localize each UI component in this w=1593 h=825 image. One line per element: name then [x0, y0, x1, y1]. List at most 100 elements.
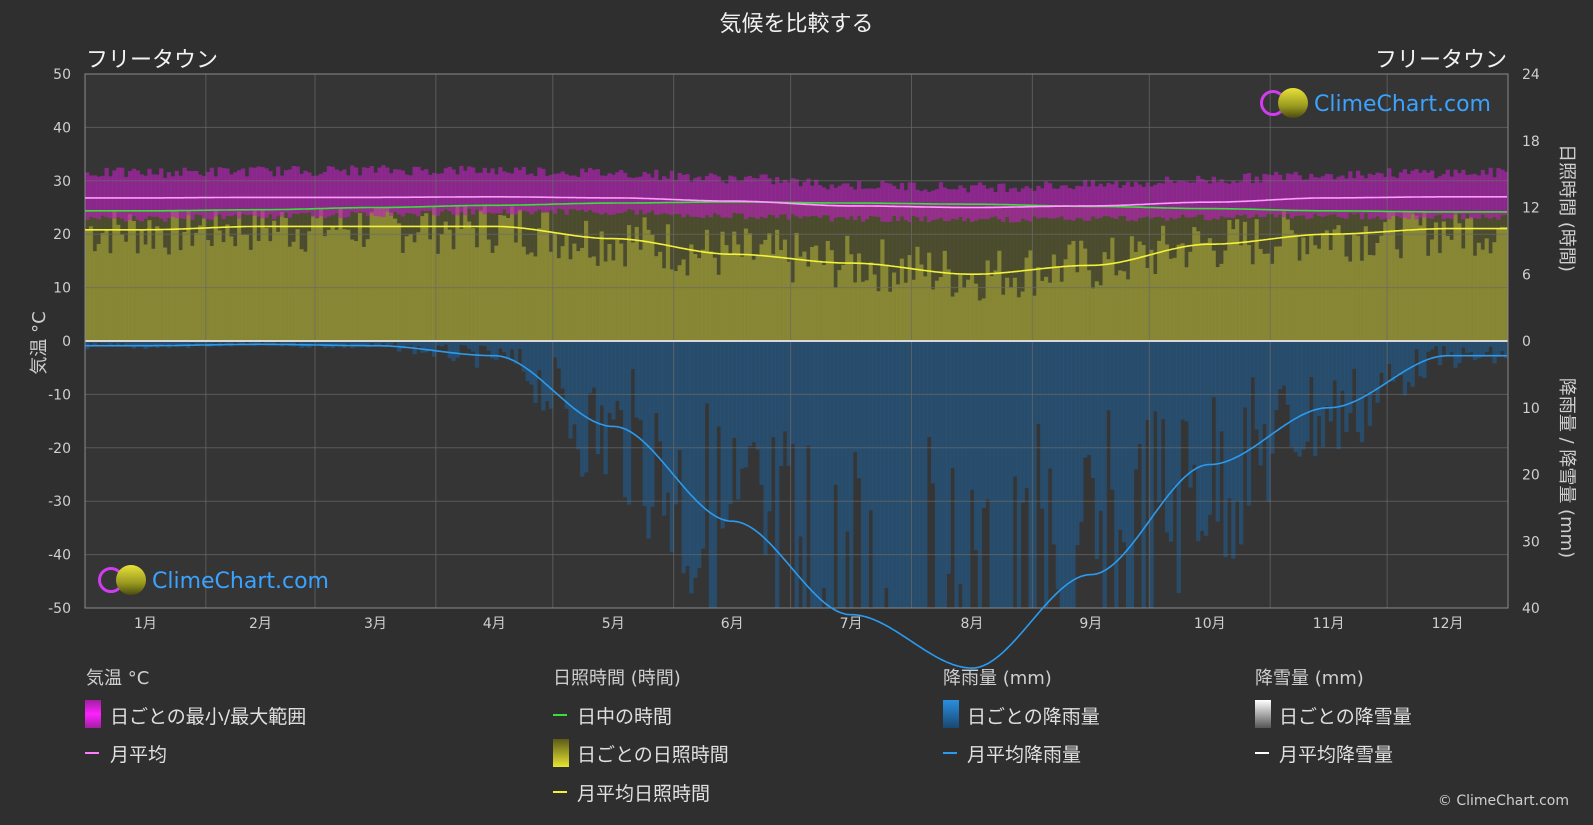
rain-bar: [1227, 341, 1232, 499]
rain-bar: [782, 341, 788, 432]
sunshine-bar: [587, 257, 593, 341]
rain-bar: [1488, 341, 1493, 347]
rain-bar: [732, 341, 737, 438]
temp-range-bar: [876, 187, 881, 217]
sunshine-bar: [989, 276, 994, 341]
sun-tick-label: 12: [1522, 201, 1540, 217]
sunshine-bar: [517, 209, 523, 341]
rain-bar: [408, 341, 413, 346]
temp-tick-label: -10: [48, 387, 71, 403]
daylight-bar: [1094, 206, 1100, 341]
legend-item-daylight: 日中の時間: [577, 706, 673, 728]
temp-range-bar: [276, 166, 281, 216]
temp-range-bar: [416, 166, 421, 217]
rain-bar: [568, 341, 573, 439]
rain-bar: [1406, 341, 1411, 382]
temp-range-bar: [1075, 185, 1080, 218]
sunshine-bar: [739, 256, 745, 341]
temp-range-bar: [1129, 186, 1135, 221]
daylight-bar: [1114, 206, 1119, 341]
rain-bar: [1032, 341, 1037, 608]
temp-range-bar: [229, 174, 234, 217]
sunshine-bar: [708, 251, 714, 341]
temp-range-bar: [318, 173, 324, 217]
sunshine-bar: [365, 239, 370, 341]
sunshine-bar: [1398, 258, 1404, 341]
sunshine-bar: [1094, 281, 1100, 341]
legend-swatch-sunshine-mean: [553, 791, 567, 793]
temp-range-bar: [455, 174, 460, 216]
rain-bar: [1172, 341, 1178, 486]
temp-range-bar: [1480, 169, 1486, 215]
temp-range-bar: [697, 176, 702, 218]
brand-logo-top[interactable]: ClimeChart.com: [1258, 88, 1491, 120]
sunshine-bar: [1223, 250, 1228, 341]
rain-bar: [1426, 341, 1431, 352]
rain-bar: [155, 341, 160, 348]
temp-range-bar: [303, 170, 308, 214]
sunshine-bar: [392, 218, 398, 341]
sunshine-bar: [794, 232, 799, 341]
sunshine-bar: [927, 252, 932, 341]
sunshine-bar: [911, 279, 916, 341]
sunshine-bar: [1285, 219, 1291, 341]
sunshine-bar: [428, 239, 433, 341]
temp-range-bar: [673, 179, 678, 214]
rain-bar: [923, 341, 928, 608]
temp-range-bar: [560, 171, 565, 210]
temp-range-bar: [1262, 173, 1267, 217]
daylight-bar: [981, 204, 986, 341]
temp-range-bar: [385, 167, 390, 212]
rain-bar: [1352, 341, 1357, 369]
sunshine-bar: [790, 282, 795, 341]
sunshine-bar: [1215, 267, 1220, 341]
rain-bar: [1476, 341, 1482, 359]
sunshine-bar: [1309, 235, 1314, 341]
temp-range-bar: [1496, 168, 1501, 220]
sunshine-bar: [1106, 259, 1111, 341]
temp-range-bar: [1336, 176, 1341, 217]
sunshine-bar: [104, 229, 109, 341]
rain-bar: [334, 341, 339, 346]
temp-range-bar: [736, 181, 741, 214]
sunshine-bar: [704, 229, 710, 341]
sunshine-bar: [350, 239, 355, 341]
rain-bar: [174, 341, 179, 347]
temp-range-bar: [373, 172, 378, 217]
sunshine-bar: [1098, 285, 1103, 341]
precip-tick-label: 10: [1522, 401, 1540, 417]
rain-bar: [650, 341, 655, 507]
precip-tick-label: 20: [1522, 468, 1540, 484]
sunshine-bar: [623, 266, 628, 341]
sunshine-bar: [1211, 250, 1217, 341]
sunshine-bar: [1469, 217, 1474, 341]
rain-bar: [1274, 341, 1279, 411]
sun-tick-label: 0: [1522, 334, 1531, 350]
temp-range-bar: [1398, 172, 1404, 219]
temp-range-bar: [1141, 186, 1146, 218]
rain-bar: [435, 341, 441, 346]
sunshine-bar: [607, 243, 612, 341]
sunshine-bar: [143, 244, 148, 341]
legend-swatch-temp-range: [85, 700, 101, 728]
sunshine-bar: [1001, 294, 1006, 341]
sunshine-bar: [1441, 221, 1447, 341]
rain-bar: [1340, 341, 1345, 391]
rain-bar: [1453, 341, 1458, 368]
rain-bar: [1293, 341, 1298, 453]
rain-bar: [892, 341, 897, 608]
temp-range-bar: [1102, 186, 1107, 217]
sunshine-bar: [626, 225, 632, 341]
temp-range-bar: [357, 175, 363, 212]
rain-bar: [272, 341, 277, 345]
sunshine-bar: [923, 276, 928, 341]
temp-range-bar: [1453, 169, 1458, 216]
rain-bar: [373, 341, 378, 346]
rain-bar: [1133, 341, 1139, 470]
sunshine-bar: [856, 253, 862, 341]
sunshine-bar: [178, 250, 183, 341]
sunshine-bar: [147, 220, 152, 341]
brand-logo-bottom[interactable]: ClimeChart.com: [96, 565, 329, 597]
sunshine-bar: [127, 214, 133, 341]
